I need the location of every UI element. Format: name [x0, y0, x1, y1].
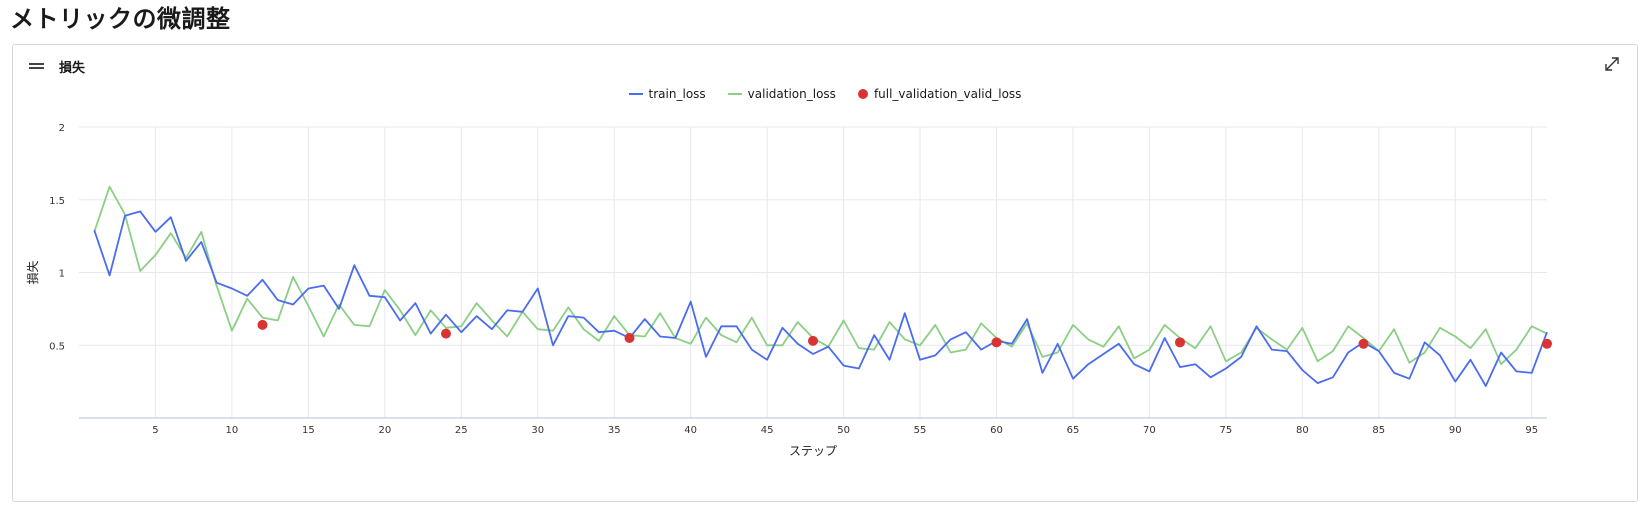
loss-chart-plot: 5 10 15 20 25 30 35 40 45 50 55 60 65 70 75 80 85 90 95 0.5… — [25, 123, 1552, 458]
axis-layer: 5 10 15 20 25 30 35 40 45 50 55 60 65 70 75 80 85 90 95 0.5… — [49, 123, 1547, 436]
data-point-full-validation-valid-loss[interactable] — [257, 319, 268, 330]
series-layer — [93, 185, 1552, 387]
y-tick-label: 0.5 — [49, 341, 65, 352]
legend-item-train-loss[interactable]: train_loss — [628, 87, 706, 101]
x-tick-label: 5 — [152, 425, 158, 436]
legend-swatch-train-loss — [628, 93, 643, 95]
x-tick-label: 45 — [761, 425, 774, 436]
x-tick-label: 65 — [1067, 425, 1080, 436]
x-tick-label: 25 — [455, 425, 468, 436]
x-tick-label: 90 — [1449, 425, 1462, 436]
chart-legend: train_loss validation_loss full_validati… — [13, 87, 1637, 101]
data-point-full-validation-valid-loss[interactable] — [808, 335, 818, 346]
page-title: メトリックの微調整 — [10, 5, 231, 33]
x-tick-label: 70 — [1143, 425, 1156, 436]
series-line-validation-loss[interactable] — [93, 185, 1548, 366]
y-axis-title: 損失 — [25, 260, 40, 284]
legend-label-train-loss: train_loss — [648, 87, 706, 101]
y-tick-label: 1 — [59, 269, 65, 280]
data-point-full-validation-valid-loss[interactable] — [441, 328, 451, 339]
data-point-full-validation-valid-loss[interactable] — [1542, 338, 1552, 349]
x-tick-label: 30 — [531, 425, 544, 436]
x-tick-label: 80 — [1296, 425, 1309, 436]
legend-swatch-validation-loss — [727, 93, 742, 95]
x-axis-title: ステップ — [789, 444, 837, 458]
series-line-train-loss[interactable] — [93, 210, 1548, 387]
loss-chart-card: 損失 train_loss validation_loss full_valid… — [12, 44, 1638, 502]
x-tick-label: 10 — [226, 425, 239, 436]
data-point-full-validation-valid-loss[interactable] — [1175, 337, 1185, 348]
legend-swatch-full-validation-valid-loss — [857, 89, 868, 99]
x-tick-label: 40 — [684, 425, 697, 436]
x-tick-label: 85 — [1372, 425, 1385, 436]
x-tick-label: 60 — [990, 425, 1003, 436]
grid-layer — [79, 126, 1547, 418]
x-tick-label: 75 — [1220, 425, 1233, 436]
data-point-full-validation-valid-loss[interactable] — [624, 332, 635, 343]
x-tick-label: 35 — [608, 425, 621, 436]
x-tick-label: 15 — [302, 425, 315, 436]
card-title: 損失 — [59, 60, 86, 76]
x-tick-label: 95 — [1525, 425, 1538, 436]
legend-label-validation-loss: validation_loss — [747, 87, 836, 101]
y-tick-label: 2 — [59, 123, 65, 134]
expand-icon[interactable] — [1603, 55, 1621, 73]
legend-item-full-validation-valid-loss[interactable]: full_validation_valid_loss — [857, 87, 1022, 101]
x-tick-label: 55 — [914, 425, 927, 436]
x-tick-label: 20 — [378, 425, 391, 436]
data-point-full-validation-valid-loss[interactable] — [991, 337, 1002, 348]
legend-item-validation-loss[interactable]: validation_loss — [727, 87, 836, 101]
x-tick-label: 50 — [837, 425, 850, 436]
hamburger-icon[interactable] — [29, 61, 47, 71]
card-header: 損失 — [29, 55, 85, 77]
legend-label-full-validation-valid-loss: full_validation_valid_loss — [873, 87, 1022, 101]
y-tick-label: 1.5 — [49, 196, 65, 207]
data-point-full-validation-valid-loss[interactable] — [1358, 338, 1369, 349]
